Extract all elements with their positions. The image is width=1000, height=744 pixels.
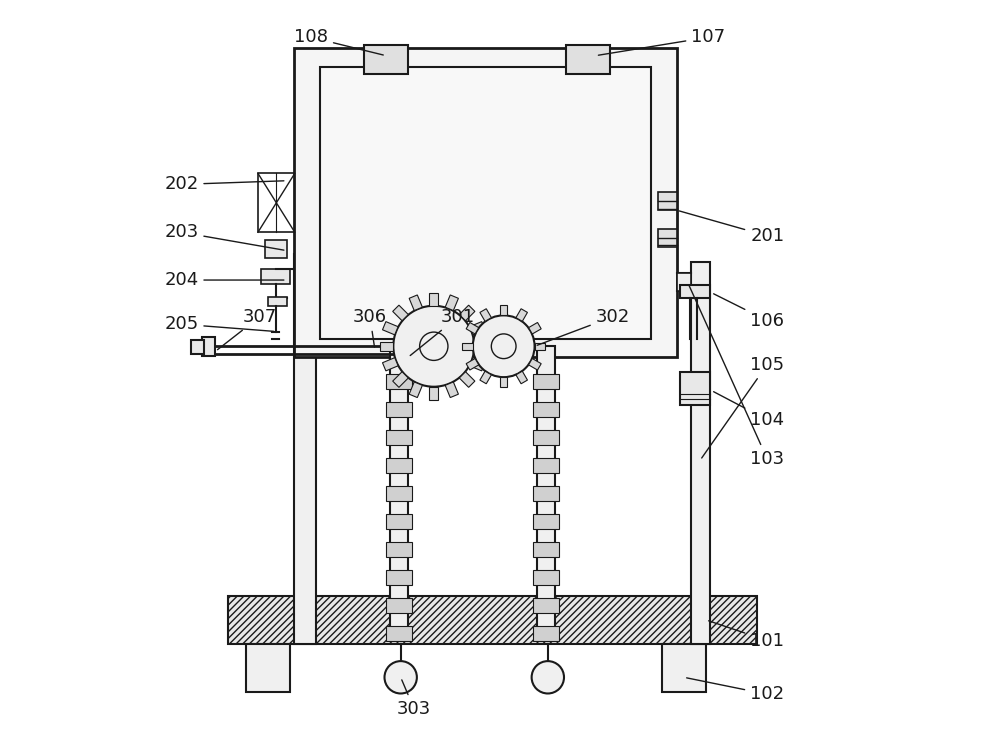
Bar <box>386 570 412 585</box>
Bar <box>658 192 677 210</box>
Bar <box>294 48 677 357</box>
Bar <box>261 269 290 283</box>
Text: 202: 202 <box>164 176 284 193</box>
Bar <box>533 403 559 417</box>
Bar <box>294 254 316 644</box>
Polygon shape <box>466 359 479 370</box>
Circle shape <box>473 315 535 377</box>
Circle shape <box>385 661 417 693</box>
Text: 307: 307 <box>217 308 277 350</box>
Bar <box>386 430 412 445</box>
Bar <box>662 644 706 692</box>
Text: 107: 107 <box>598 28 725 55</box>
Text: 204: 204 <box>164 271 284 289</box>
Text: 101: 101 <box>709 620 784 650</box>
Bar <box>658 228 677 247</box>
Bar <box>320 67 651 339</box>
Polygon shape <box>409 295 422 310</box>
Polygon shape <box>393 372 408 388</box>
Bar <box>390 346 408 641</box>
Polygon shape <box>462 342 473 350</box>
Bar <box>364 45 408 74</box>
Polygon shape <box>474 341 487 350</box>
Polygon shape <box>466 322 479 334</box>
Bar <box>386 458 412 472</box>
Bar <box>228 597 757 644</box>
Polygon shape <box>500 305 507 315</box>
Polygon shape <box>445 295 458 310</box>
Polygon shape <box>380 341 393 350</box>
Bar <box>680 285 710 298</box>
Text: 306: 306 <box>353 308 387 347</box>
Bar <box>533 514 559 529</box>
Text: 203: 203 <box>164 223 284 250</box>
Polygon shape <box>529 359 541 370</box>
Text: 108: 108 <box>294 28 383 55</box>
Circle shape <box>393 306 474 387</box>
Polygon shape <box>469 321 485 335</box>
Bar <box>386 626 412 641</box>
Text: 301: 301 <box>410 308 475 356</box>
Polygon shape <box>429 292 438 306</box>
Bar <box>386 486 412 501</box>
Bar <box>265 240 287 258</box>
Polygon shape <box>516 371 527 384</box>
Bar <box>533 374 559 389</box>
Text: 201: 201 <box>679 211 784 245</box>
Bar <box>533 570 559 585</box>
Bar <box>533 542 559 557</box>
Bar <box>533 626 559 641</box>
Polygon shape <box>429 387 438 400</box>
Polygon shape <box>382 321 398 335</box>
Text: 106: 106 <box>714 294 784 330</box>
Polygon shape <box>459 305 475 321</box>
Bar <box>386 514 412 529</box>
Bar <box>202 338 215 356</box>
Polygon shape <box>516 309 527 321</box>
Polygon shape <box>393 305 408 321</box>
Bar <box>691 262 710 644</box>
Bar <box>533 598 559 612</box>
Bar <box>533 458 559 472</box>
Text: 205: 205 <box>164 315 274 333</box>
Bar <box>680 372 710 405</box>
Polygon shape <box>535 342 545 350</box>
Polygon shape <box>409 382 422 397</box>
Bar <box>386 403 412 417</box>
Bar <box>268 297 287 306</box>
Bar <box>533 486 559 501</box>
Bar <box>191 340 204 353</box>
Bar <box>386 374 412 389</box>
Text: 303: 303 <box>397 680 431 718</box>
Polygon shape <box>529 322 541 334</box>
Text: 102: 102 <box>687 678 784 703</box>
Text: 103: 103 <box>689 285 784 468</box>
Text: 302: 302 <box>537 308 630 345</box>
Bar <box>566 45 610 74</box>
Bar <box>537 346 555 641</box>
Text: 104: 104 <box>714 391 784 429</box>
Bar <box>408 328 441 368</box>
Circle shape <box>532 661 564 693</box>
Bar <box>533 430 559 445</box>
Polygon shape <box>382 358 398 371</box>
Polygon shape <box>480 371 491 384</box>
Bar <box>246 644 290 692</box>
Polygon shape <box>469 358 485 371</box>
Polygon shape <box>445 382 458 397</box>
Bar <box>677 273 691 291</box>
Polygon shape <box>480 309 491 321</box>
Bar <box>386 598 412 612</box>
Polygon shape <box>459 372 475 388</box>
Bar <box>386 542 412 557</box>
Text: 105: 105 <box>702 356 784 458</box>
Polygon shape <box>500 377 507 388</box>
